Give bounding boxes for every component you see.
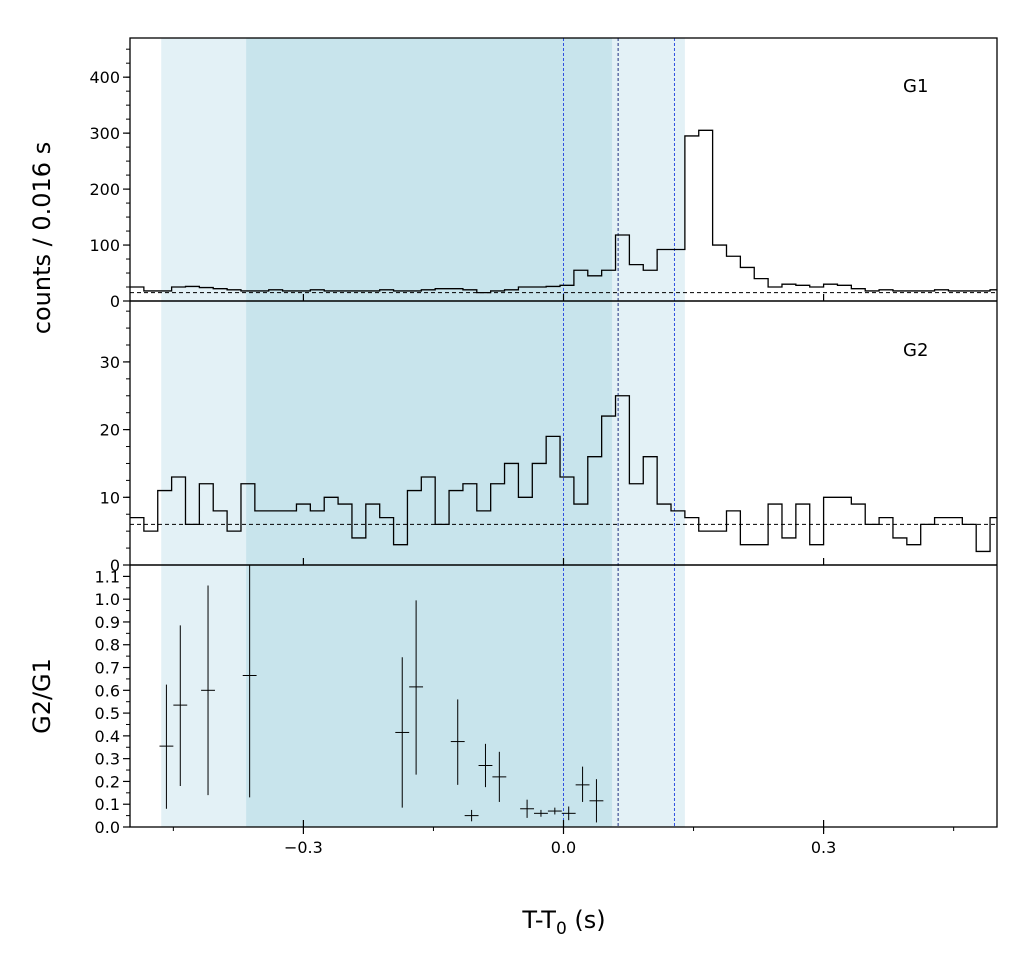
y-tick-label-g1: 400 <box>89 68 120 87</box>
panel-label-g2: G2 <box>903 340 928 361</box>
x-axis-title-unit: (s) <box>567 906 606 934</box>
x-axis-title-main: T-T <box>521 906 556 934</box>
y-tick-label-ratio: 0.2 <box>95 772 120 791</box>
y-tick-label-ratio: 0.1 <box>95 795 120 814</box>
x-axis-title-sub: 0 <box>556 919 567 939</box>
shaded-region-2 <box>246 38 613 827</box>
histogram-g2 <box>130 395 997 553</box>
y-tick-label-g2: 10 <box>100 488 120 507</box>
y-tick-label-ratio: 1.0 <box>95 590 120 609</box>
y-tick-label-ratio: 0.8 <box>95 636 120 655</box>
shading-layer <box>161 38 685 827</box>
y-tick-label-ratio: 0.4 <box>95 727 120 746</box>
y-tick-label-g1: 200 <box>89 180 120 199</box>
y-tick-label-g2: 30 <box>100 353 120 372</box>
histogram-g1 <box>130 129 997 294</box>
y-tick-label-ratio: 0.0 <box>95 818 120 837</box>
y-axis-title-ratio: G2/G1 <box>28 658 56 734</box>
y-axis-title-counts: counts / 0.016 s <box>28 142 56 334</box>
y-tick-label-g1: 0 <box>110 292 120 311</box>
panel-label-g1: G1 <box>903 76 928 97</box>
axes-layer: 0 100 200 300 400 0 10 20 30 0.0 0.1 0.2 0.3 0.4 0.5 0.… <box>89 37 998 857</box>
y-tick-label-g2: 20 <box>100 421 120 440</box>
y-tick-label-ratio: 0.7 <box>95 659 120 678</box>
y-tick-label-ratio: 0.6 <box>95 681 120 700</box>
x-axis-title: T-T0 (s) <box>521 906 605 939</box>
y-tick-label-g1: 300 <box>89 124 120 143</box>
x-tick-label: 0.3 <box>811 838 836 857</box>
y-tick-label-ratio: 0.5 <box>95 704 120 723</box>
series-layer <box>130 129 997 823</box>
y-tick-label-ratio: 0.9 <box>95 613 120 632</box>
y-tick-label-ratio: 0.3 <box>95 750 120 769</box>
label-layer: G1 G2 counts / 0.016 s G2/G1 T-T0 (s) <box>28 76 928 939</box>
x-tick-label: 0.0 <box>551 838 576 857</box>
y-tick-label-ratio: 1.1 <box>95 567 120 586</box>
x-tick-label: −0.3 <box>284 838 323 857</box>
y-tick-label-g1: 100 <box>89 236 120 255</box>
y-tick-label-g2: 0 <box>110 556 120 575</box>
